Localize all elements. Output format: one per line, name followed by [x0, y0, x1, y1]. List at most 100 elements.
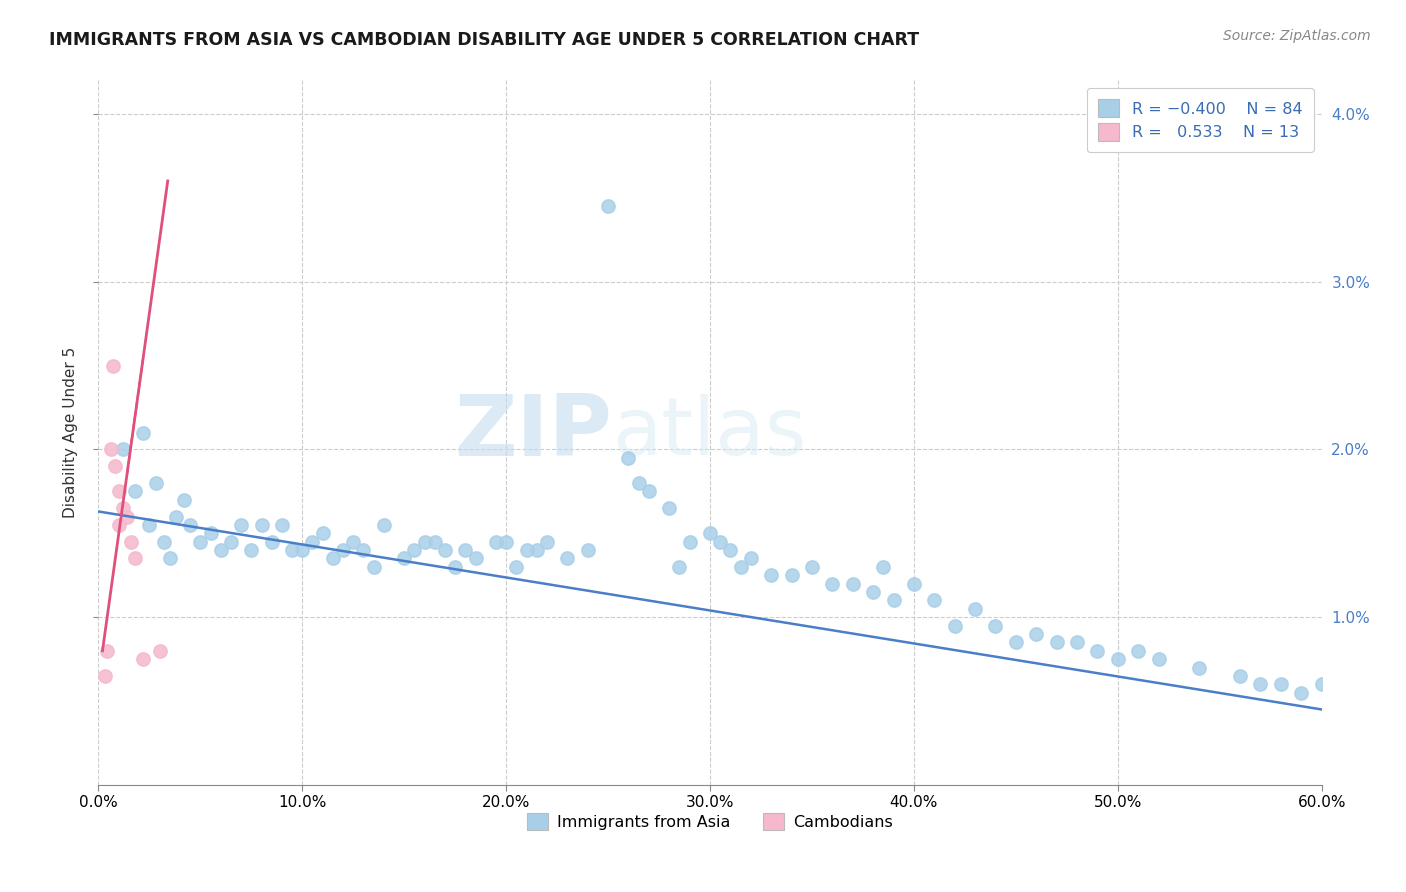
Text: IMMIGRANTS FROM ASIA VS CAMBODIAN DISABILITY AGE UNDER 5 CORRELATION CHART: IMMIGRANTS FROM ASIA VS CAMBODIAN DISABI… — [49, 31, 920, 49]
Point — [922, 593, 945, 607]
Point — [434, 543, 457, 558]
Point — [576, 543, 599, 558]
Point — [281, 543, 304, 558]
Point — [240, 543, 263, 558]
Point — [322, 551, 344, 566]
Point — [301, 534, 323, 549]
Point — [270, 517, 294, 532]
Point — [291, 543, 314, 558]
Point — [120, 534, 142, 549]
Point — [526, 543, 548, 558]
Point — [132, 425, 155, 440]
Point — [801, 559, 824, 574]
Point — [943, 618, 966, 632]
Point — [1188, 660, 1211, 674]
Point — [862, 585, 884, 599]
Point — [444, 559, 467, 574]
Point — [165, 509, 187, 524]
Point — [124, 551, 146, 566]
Point — [352, 543, 374, 558]
Point — [598, 199, 620, 213]
Point — [454, 543, 477, 558]
Point — [179, 517, 201, 532]
Point — [740, 551, 762, 566]
Point — [637, 484, 661, 499]
Point — [104, 459, 127, 474]
Text: atlas: atlas — [612, 393, 807, 472]
Point — [132, 652, 155, 666]
Point — [93, 669, 115, 683]
Y-axis label: Disability Age Under 5: Disability Age Under 5 — [63, 347, 77, 518]
Point — [516, 543, 538, 558]
Point — [1066, 635, 1088, 649]
Point — [219, 534, 242, 549]
Point — [413, 534, 436, 549]
Point — [332, 543, 354, 558]
Point — [1147, 652, 1170, 666]
Point — [111, 501, 134, 516]
Point — [1229, 669, 1251, 683]
Point — [1270, 677, 1292, 691]
Point — [841, 576, 863, 591]
Point — [1249, 677, 1271, 691]
Point — [260, 534, 283, 549]
Point — [152, 534, 174, 549]
Point — [555, 551, 579, 566]
Point — [965, 602, 987, 616]
Point — [883, 593, 905, 607]
Point — [101, 359, 124, 373]
Point — [392, 551, 416, 566]
Point — [250, 517, 273, 532]
Point — [231, 517, 253, 532]
Point — [730, 559, 752, 574]
Point — [100, 442, 122, 457]
Point — [159, 551, 181, 566]
Point — [373, 517, 395, 532]
Point — [1291, 686, 1313, 700]
Point — [718, 543, 742, 558]
Point — [124, 484, 146, 499]
Point — [627, 475, 650, 490]
Point — [495, 534, 517, 549]
Point — [108, 484, 131, 499]
Point — [658, 501, 681, 516]
Point — [617, 450, 640, 465]
Point — [363, 559, 385, 574]
Point — [536, 534, 558, 549]
Point — [173, 492, 195, 507]
Point — [485, 534, 508, 549]
Point — [679, 534, 702, 549]
Legend: Immigrants from Asia, Cambodians: Immigrants from Asia, Cambodians — [520, 806, 900, 837]
Point — [1310, 677, 1333, 691]
Point — [423, 534, 446, 549]
Point — [312, 526, 335, 541]
Text: ZIP: ZIP — [454, 391, 612, 475]
Point — [108, 517, 131, 532]
Point — [984, 618, 1007, 632]
Point — [709, 534, 731, 549]
Point — [1045, 635, 1069, 649]
Point — [188, 534, 212, 549]
Point — [145, 475, 167, 490]
Point — [505, 559, 527, 574]
Point — [342, 534, 364, 549]
Point — [761, 568, 783, 582]
Point — [209, 543, 232, 558]
Point — [115, 509, 138, 524]
Text: Source: ZipAtlas.com: Source: ZipAtlas.com — [1223, 29, 1371, 43]
Point — [699, 526, 721, 541]
Point — [668, 559, 690, 574]
Point — [872, 559, 894, 574]
Point — [96, 644, 118, 658]
Point — [1004, 635, 1026, 649]
Point — [1107, 652, 1129, 666]
Point — [903, 576, 925, 591]
Point — [464, 551, 486, 566]
Point — [821, 576, 844, 591]
Point — [138, 517, 160, 532]
Point — [780, 568, 803, 582]
Point — [111, 442, 134, 457]
Point — [1025, 627, 1047, 641]
Point — [1085, 644, 1108, 658]
Point — [404, 543, 426, 558]
